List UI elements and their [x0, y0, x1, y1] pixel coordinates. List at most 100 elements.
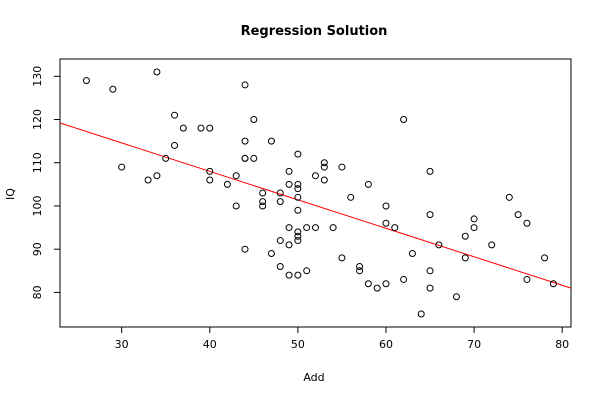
data-point	[470, 224, 478, 232]
data-point	[241, 154, 249, 162]
data-point	[382, 219, 390, 227]
data-point	[294, 150, 302, 158]
data-point	[356, 267, 364, 275]
data-point	[426, 167, 434, 175]
x-axis: 30 40 50 60 70 80	[115, 327, 569, 351]
data-point	[285, 241, 293, 249]
data-point	[320, 159, 328, 167]
data-point	[259, 189, 267, 197]
data-point	[549, 280, 557, 288]
data-point	[488, 241, 496, 249]
data-point	[171, 111, 179, 119]
data-point	[452, 293, 460, 301]
data-point	[259, 202, 267, 210]
y-tick-label: 120	[31, 109, 44, 130]
data-point	[303, 224, 311, 232]
scatter-points	[82, 68, 557, 318]
data-point	[435, 241, 443, 249]
data-point	[312, 224, 319, 232]
data-point	[285, 167, 293, 175]
data-point	[426, 267, 434, 275]
regression-line	[59, 122, 572, 289]
data-point	[276, 198, 284, 206]
data-point	[171, 141, 179, 149]
data-point	[320, 176, 328, 184]
data-point	[241, 137, 249, 145]
data-point	[294, 232, 302, 240]
data-point	[338, 254, 346, 262]
data-point	[514, 211, 522, 219]
data-point	[206, 167, 214, 175]
data-point	[109, 85, 117, 93]
y-tick-label: 80	[31, 285, 44, 299]
data-point	[153, 68, 161, 76]
data-point	[250, 154, 258, 162]
data-point	[267, 137, 275, 145]
data-point	[400, 116, 408, 124]
x-tick-label: 60	[379, 338, 393, 351]
data-point	[232, 172, 240, 180]
data-point	[523, 275, 531, 283]
data-point	[303, 267, 311, 275]
data-point	[179, 124, 187, 132]
data-point	[338, 163, 346, 171]
data-point	[294, 237, 302, 245]
data-point	[426, 284, 434, 292]
data-point	[276, 189, 284, 197]
data-point	[250, 116, 258, 124]
x-tick-label: 30	[115, 338, 129, 351]
data-point	[294, 193, 302, 201]
data-point	[285, 224, 293, 232]
data-point	[391, 224, 399, 232]
data-point	[523, 219, 531, 227]
data-point	[206, 176, 214, 184]
y-tick-label: 100	[31, 195, 44, 216]
data-point	[364, 180, 372, 188]
data-point	[241, 81, 249, 89]
data-point	[505, 193, 513, 201]
data-point	[294, 271, 302, 279]
y-axis: 80 90 100 110 120 130	[31, 66, 60, 299]
chart-title: Regression Solution	[241, 24, 388, 39]
data-point	[470, 215, 478, 223]
y-axis-label: IQ	[4, 188, 17, 200]
data-point	[197, 124, 205, 132]
x-tick-label: 50	[291, 338, 305, 351]
data-point	[118, 163, 126, 171]
x-tick-label: 80	[555, 338, 569, 351]
data-point	[294, 185, 302, 193]
data-point	[320, 163, 328, 171]
data-point	[408, 250, 416, 258]
data-point	[267, 250, 275, 258]
data-point	[285, 180, 293, 188]
data-point	[461, 232, 469, 240]
data-point	[294, 206, 302, 214]
data-point	[294, 228, 302, 236]
data-point	[356, 262, 364, 270]
plot-area-frame	[59, 58, 572, 328]
data-point	[294, 180, 302, 188]
data-point	[541, 254, 549, 262]
data-point	[382, 280, 390, 288]
data-point	[364, 280, 372, 288]
data-point	[400, 275, 408, 283]
data-point	[162, 154, 170, 162]
data-point	[144, 176, 152, 184]
data-point	[329, 224, 337, 232]
data-point	[241, 245, 249, 253]
data-point	[285, 271, 293, 279]
y-tick-label: 130	[31, 66, 44, 87]
x-axis-label: Add	[303, 371, 324, 384]
data-point	[276, 262, 284, 270]
data-point	[223, 180, 231, 188]
data-point	[426, 211, 434, 219]
data-point	[232, 202, 240, 210]
data-point	[259, 198, 267, 206]
data-point	[206, 124, 214, 132]
data-point	[417, 310, 425, 318]
data-point	[312, 172, 319, 180]
y-tick-label: 90	[31, 242, 44, 256]
data-point	[276, 237, 284, 245]
x-tick-label: 40	[203, 338, 217, 351]
